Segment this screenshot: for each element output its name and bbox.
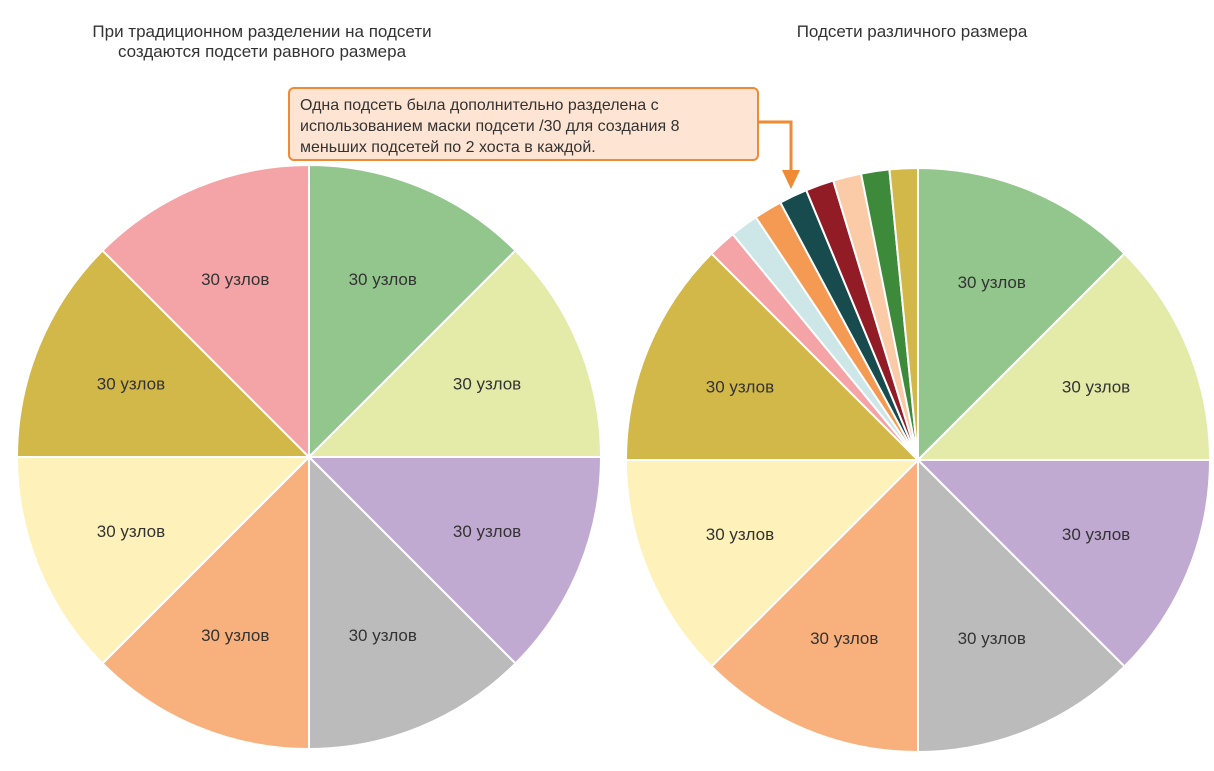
pie-slice-label-1-1: 30 узлов bbox=[349, 270, 417, 289]
pie-slice-1-2 bbox=[308, 249, 602, 458]
pie-slice-1-5 bbox=[101, 456, 310, 750]
pie-slice-label-1-2: 30 узлов bbox=[453, 374, 521, 393]
pie-chart-equal-subnets: 30 узлов 30 узлов 30 узлов 30 узлов 30 узлов… bbox=[16, 164, 602, 750]
callout-arrow-line bbox=[759, 120, 793, 172]
pie-chart-variable-subnets: 30 узлов 30 узлов 30 узлов 30 узлов 30 узлов… bbox=[625, 167, 1211, 753]
pie-slice-label-1-6: 30 узлов bbox=[97, 522, 165, 541]
pie-slice-2-5 bbox=[710, 459, 919, 753]
pie-slice-1-7 bbox=[16, 249, 310, 458]
callout-line-3: меньших подсетей по 2 хоста в каждой. bbox=[300, 139, 596, 156]
pie-slice-label-2-3: 30 узлов bbox=[1062, 525, 1130, 544]
pie-slice-label-2-1: 30 узлов bbox=[958, 273, 1026, 292]
chart-title-left-line-1: При традиционном разделении на подсети bbox=[92, 22, 432, 41]
pie-slice-label-2-6: 30 узлов bbox=[706, 525, 774, 544]
pie-slice-label-1-5: 30 узлов bbox=[201, 626, 269, 645]
chart-title-right-line-1: Подсети различного размера bbox=[796, 22, 1028, 41]
callout-arrow-head bbox=[782, 170, 800, 189]
pie-slice-label-1-8: 30 узлов bbox=[201, 270, 269, 289]
annotation-callout: Одна подсеть была дополнительно разделен… bbox=[288, 87, 759, 161]
pie-slice-1-4 bbox=[308, 456, 517, 750]
pie-slice-label-1-4: 30 узлов bbox=[349, 626, 417, 645]
pie-slice-label-1-7: 30 узлов bbox=[97, 374, 165, 393]
pie-slice-2-2 bbox=[917, 252, 1211, 461]
pie-slice-1-3 bbox=[308, 456, 602, 665]
chart-title-left: При традиционном разделении на подсети с… bbox=[60, 22, 464, 62]
pie-slice-2-1 bbox=[917, 167, 1126, 461]
pie-slice-2-7 bbox=[625, 252, 919, 461]
callout-line-2: использованием маски подсети /30 для соз… bbox=[300, 118, 680, 135]
pie-slice-1-6 bbox=[16, 456, 310, 665]
pie-slice-label-2-5: 30 узлов bbox=[810, 629, 878, 648]
pie-slice-label-2-4: 30 узлов bbox=[958, 629, 1026, 648]
callout-line-1: Одна подсеть была дополнительно разделен… bbox=[300, 97, 659, 114]
pie-slice-label-1-3: 30 узлов bbox=[453, 522, 521, 541]
pie-slice-2-4 bbox=[917, 459, 1126, 753]
pie-slice-label-2-7: 30 узлов bbox=[706, 377, 774, 396]
callout-arrow bbox=[759, 120, 800, 189]
pie-slice-2-6 bbox=[625, 459, 919, 668]
chart-title-right: Подсети различного размера bbox=[712, 22, 1112, 42]
pie-slice-1-8 bbox=[101, 164, 310, 458]
pie-slice-label-2-2: 30 узлов bbox=[1062, 377, 1130, 396]
pie-slice-2-3 bbox=[917, 459, 1211, 668]
pie-slice-2-15 bbox=[888, 167, 919, 461]
chart-title-left-line-2: создаются подсети равного размера bbox=[117, 42, 407, 61]
pie-slice-1-1 bbox=[308, 164, 517, 458]
